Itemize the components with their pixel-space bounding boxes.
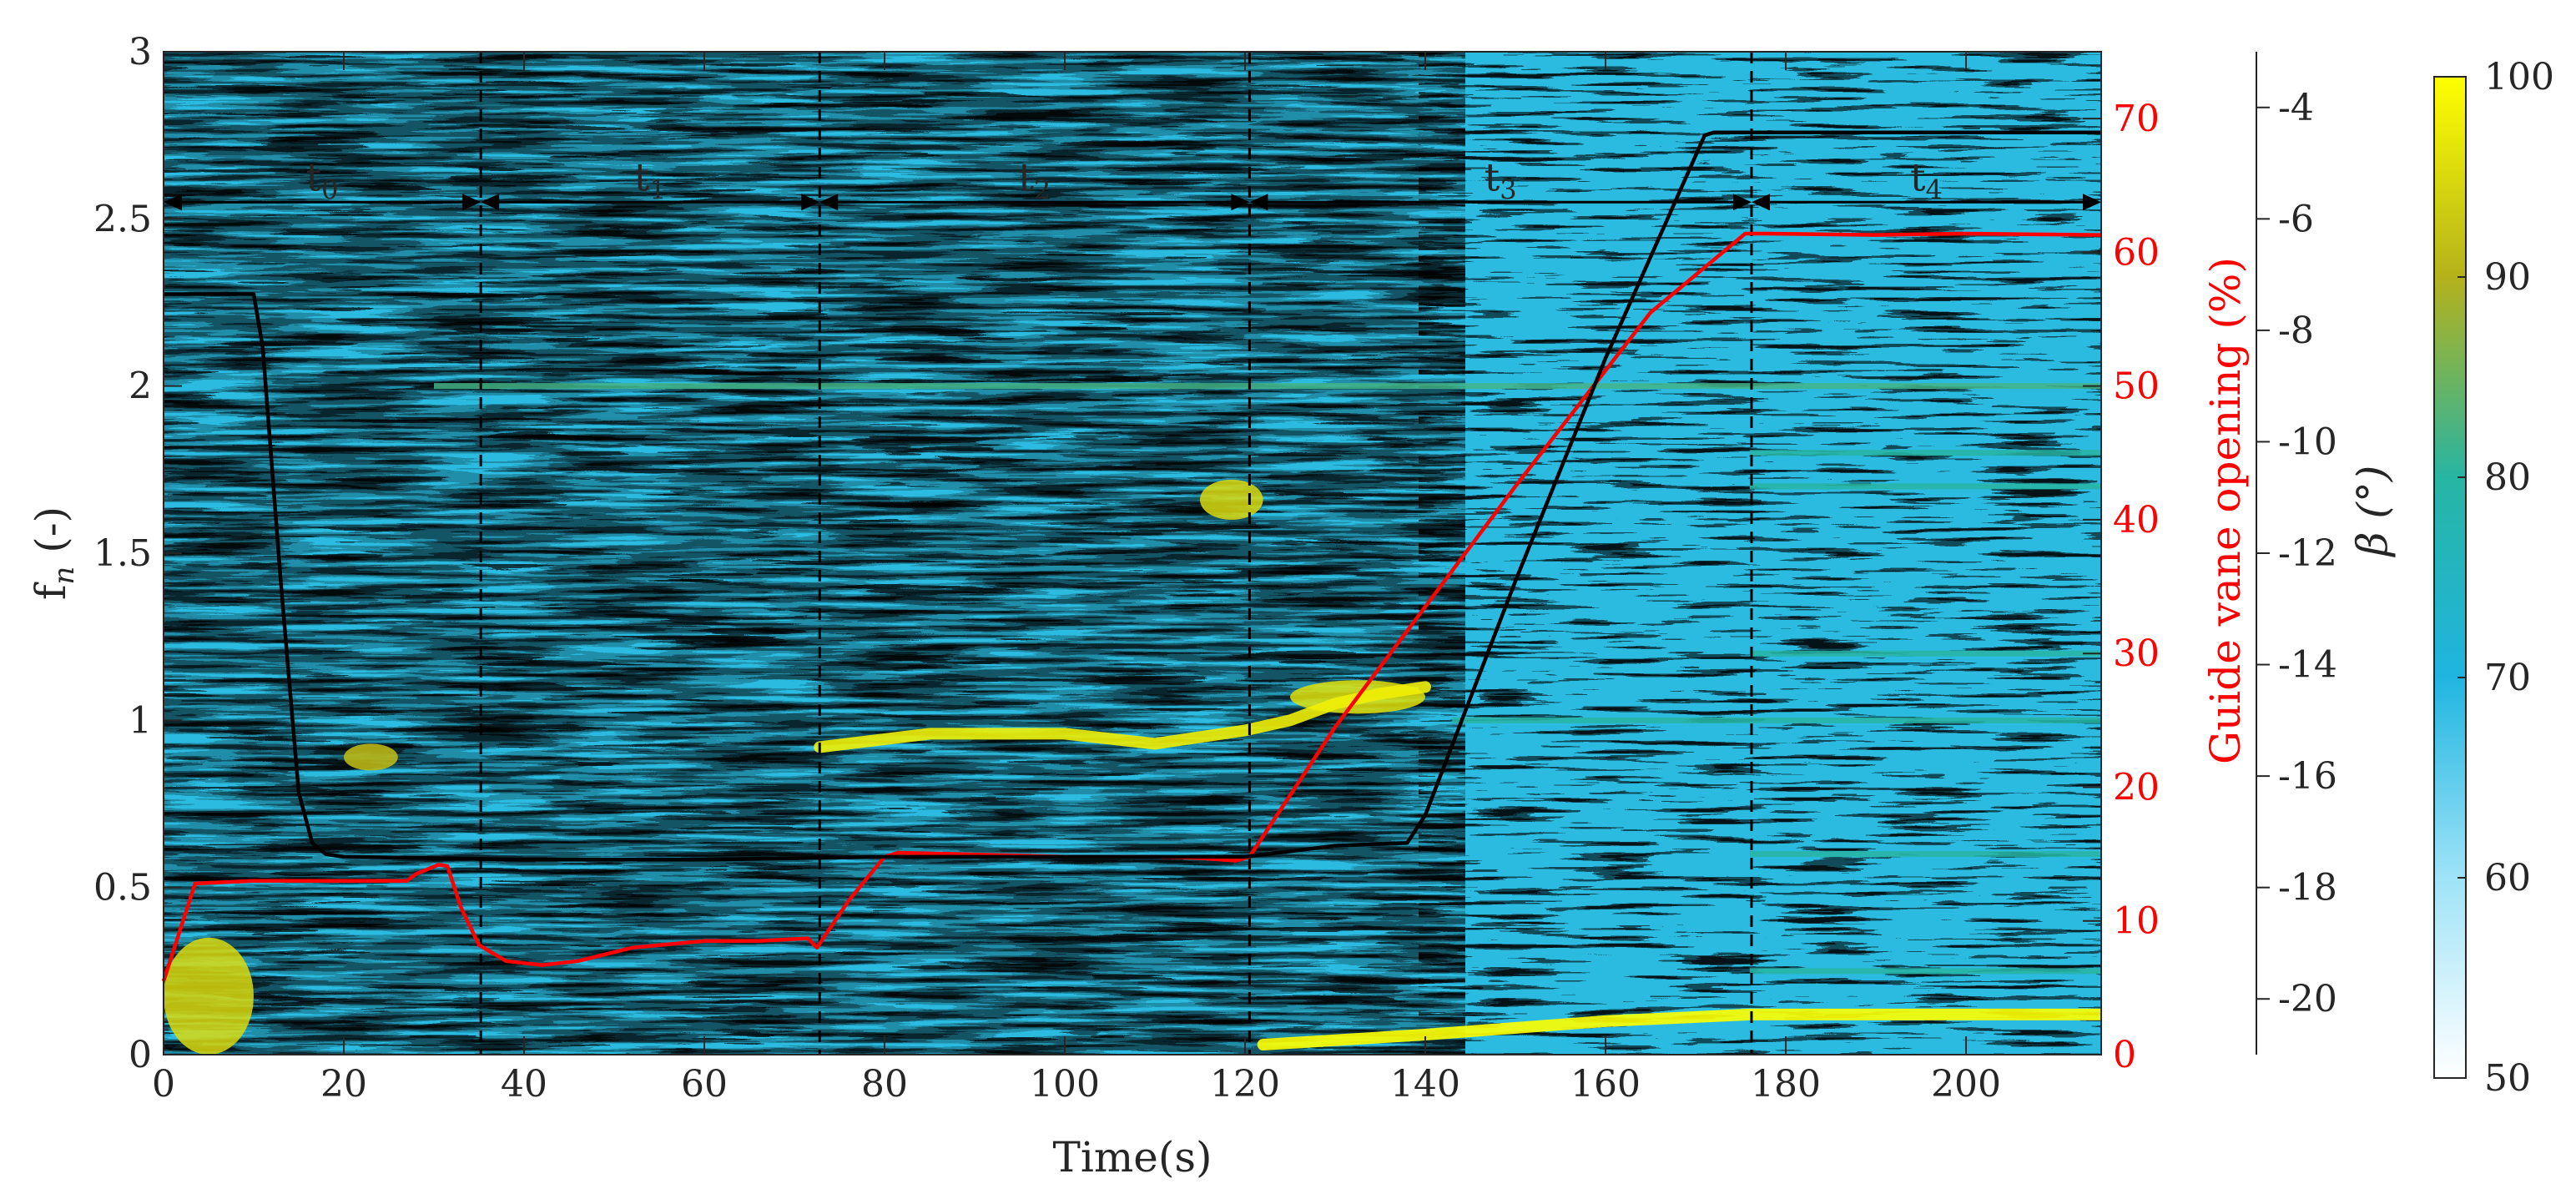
gvo-tick-label-0: 0 xyxy=(2113,1034,2136,1076)
interval-arrowhead-right-4 xyxy=(2083,194,2101,211)
y-axis-label-base: f xyxy=(27,582,75,600)
interval-label-4: t4 xyxy=(1910,154,1943,205)
interval-annotations: t0 t1 t2 t3 t4 xyxy=(164,154,2101,211)
yellow-trace-1 xyxy=(1257,1008,2101,1050)
beta-tick-label-1: -6 xyxy=(2278,198,2314,240)
y-axis-label: fn (-) xyxy=(27,506,81,600)
beta-tick-label-7: -18 xyxy=(2278,867,2337,909)
interval-arrowhead-right-1 xyxy=(801,194,820,211)
x-tick-label-3: 60 xyxy=(681,1063,728,1106)
beta-tick-label-5: -14 xyxy=(2278,644,2337,687)
colorbar-tick-label-5: 50 xyxy=(2484,1057,2531,1100)
interval-arrowhead-left-1 xyxy=(481,194,500,211)
x-tick-label-10: 200 xyxy=(1931,1063,2001,1106)
y-tick-label-4: 2 xyxy=(129,365,152,408)
colorbar-tick-label-1: 90 xyxy=(2484,256,2531,299)
y-tick-label-6: 3 xyxy=(129,31,152,73)
x-tick-label-9: 180 xyxy=(1751,1063,1821,1106)
gvo-axis-ticks: 0 10 20 30 40 50 60 70 xyxy=(2083,98,2160,1076)
gvo-tick-label-2: 20 xyxy=(2113,766,2160,809)
y-tick-label-2: 1 xyxy=(129,699,152,742)
interval-label-3: t3 xyxy=(1485,154,1517,205)
interval-label-base-3: t xyxy=(1485,154,1500,199)
x-tick-label-7: 140 xyxy=(1390,1063,1460,1106)
interval-arrowhead-left-0 xyxy=(164,194,182,211)
colorbar-tick-label-3: 70 xyxy=(2484,657,2531,699)
interval-label-1: t1 xyxy=(634,154,667,205)
x-tick-label-4: 80 xyxy=(861,1063,908,1106)
y-tick-label-0: 0 xyxy=(129,1034,152,1076)
y-axis-label-subscript: n xyxy=(48,567,81,585)
yellow-trace-0 xyxy=(814,681,1431,753)
interval-label-subscript-1: 1 xyxy=(649,174,666,205)
x-tick-label-0: 0 xyxy=(152,1063,175,1106)
colorbar: 100 90 80 70 60 50 xyxy=(2433,56,2554,1100)
gvo-tick-label-7: 70 xyxy=(2113,98,2160,140)
interval-arrowhead-left-4 xyxy=(1751,194,1770,211)
interval-label-base-0: t xyxy=(306,154,322,199)
yellow-patch-1 xyxy=(1200,479,1263,520)
beta-tick-label-3: -10 xyxy=(2278,421,2337,463)
colorbar-tick-label-4: 60 xyxy=(2484,857,2531,899)
colorbar-ticks: 100 90 80 70 60 50 xyxy=(2458,56,2554,1100)
beta-tick-label-8: -20 xyxy=(2278,978,2337,1020)
interval-label-subscript-3: 3 xyxy=(1500,174,1516,205)
interval-label-base-4: t xyxy=(1910,154,1926,199)
x-axis-label: Time(s) xyxy=(1052,1133,1212,1181)
interval-label-subscript-2: 2 xyxy=(1034,174,1051,205)
x-axis-ticks: 0 20 40 60 80 100 120 140 160 180 200 xyxy=(152,52,2001,1106)
y-axis-ticks: 0 0.5 1 1.5 2 2.5 3 xyxy=(93,31,182,1076)
gvo-tick-label-5: 50 xyxy=(2113,365,2160,408)
x-tick-label-2: 40 xyxy=(501,1063,547,1106)
beta-tick-label-4: -12 xyxy=(2278,532,2337,575)
colorbar-tick-label-0: 100 xyxy=(2484,56,2554,98)
gvo-axis-label: Guide vane opening (%) xyxy=(2201,257,2250,764)
gvo-tick-label-3: 30 xyxy=(2113,632,2160,675)
interval-label-subscript-0: 0 xyxy=(321,174,338,205)
interval-dividers xyxy=(479,52,1753,1055)
y-tick-label-1: 0.5 xyxy=(93,867,152,909)
series-line-guide-vane-opening xyxy=(161,231,2102,982)
beta-tick-label-6: -16 xyxy=(2278,755,2337,798)
yellow-patch-2 xyxy=(344,743,398,771)
interval-label-base-1: t xyxy=(634,154,650,199)
x-tick-label-5: 100 xyxy=(1030,1063,1100,1106)
gvo-tick-label-1: 10 xyxy=(2113,900,2160,943)
x-tick-label-6: 120 xyxy=(1210,1063,1280,1106)
x-tick-label-1: 20 xyxy=(320,1063,367,1106)
spectral-lines xyxy=(434,383,2101,975)
series-line-beta xyxy=(164,130,2101,862)
gvo-tick-label-6: 60 xyxy=(2113,231,2160,274)
interval-arrowhead-left-2 xyxy=(819,194,839,211)
gvo-tick-label-4: 40 xyxy=(2113,499,2160,542)
beta-axis: -4 -6 -8 -10 -12 -14 -16 -18 -20 xyxy=(2256,52,2337,1055)
beta-tick-label-0: -4 xyxy=(2278,87,2314,129)
x-tick-label-8: 160 xyxy=(1570,1063,1641,1106)
y-tick-label-3: 1.5 xyxy=(93,532,152,575)
beta-tick-label-2: -8 xyxy=(2278,310,2314,352)
interval-label-0: t0 xyxy=(306,154,339,205)
interval-arrowhead-right-3 xyxy=(1732,194,1752,211)
interval-arrowhead-right-0 xyxy=(462,194,481,211)
interval-arrowhead-left-3 xyxy=(1249,194,1268,211)
interval-label-base-2: t xyxy=(1018,154,1034,199)
interval-arrowhead-right-2 xyxy=(1231,194,1250,211)
colorbar-gradient xyxy=(2433,76,2467,1079)
heatmap-light-texture-right xyxy=(1419,52,2101,1055)
interval-label-2: t2 xyxy=(1018,154,1051,205)
y-axis-label-suffix: (-) xyxy=(27,506,75,567)
series-lines xyxy=(161,130,2102,982)
beta-axis-label: β (°) xyxy=(2348,466,2397,558)
colorbar-tick-label-2: 80 xyxy=(2484,456,2531,499)
y-tick-label-5: 2.5 xyxy=(93,198,152,240)
yellow-traces xyxy=(814,681,2101,1050)
interval-label-subscript-4: 4 xyxy=(1926,174,1943,205)
yellow-patch-0 xyxy=(164,937,254,1055)
